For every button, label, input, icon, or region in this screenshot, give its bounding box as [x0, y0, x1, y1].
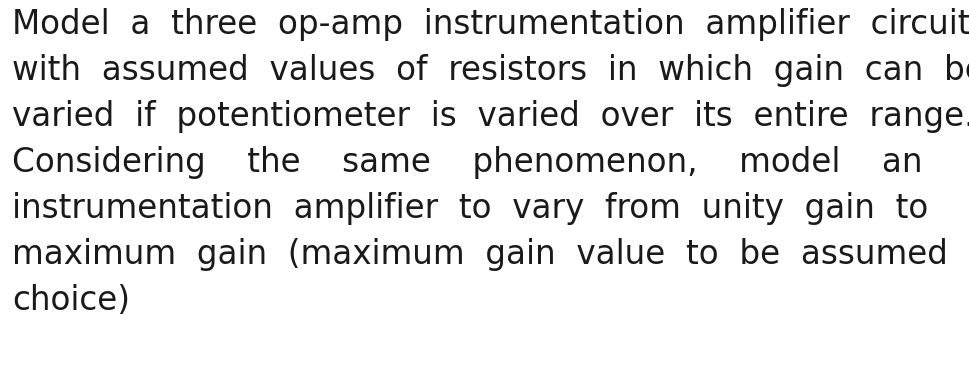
Text: choice): choice) [12, 284, 130, 317]
Text: maximum  gain  (maximum  gain  value  to  be  assumed  on: maximum gain (maximum gain value to be a… [12, 238, 969, 271]
Text: Considering    the    same    phenomenon,    model    an: Considering the same phenomenon, model a… [12, 146, 922, 179]
Text: with  assumed  values  of  resistors  in  which  gain  can  be: with assumed values of resistors in whic… [12, 54, 969, 87]
Text: varied  if  potentiometer  is  varied  over  its  entire  range.: varied if potentiometer is varied over i… [12, 100, 969, 133]
Text: Model  a  three  op-amp  instrumentation  amplifier  circuit: Model a three op-amp instrumentation amp… [12, 8, 969, 41]
Text: instrumentation  amplifier  to  vary  from  unity  gain  to: instrumentation amplifier to vary from u… [12, 192, 928, 225]
